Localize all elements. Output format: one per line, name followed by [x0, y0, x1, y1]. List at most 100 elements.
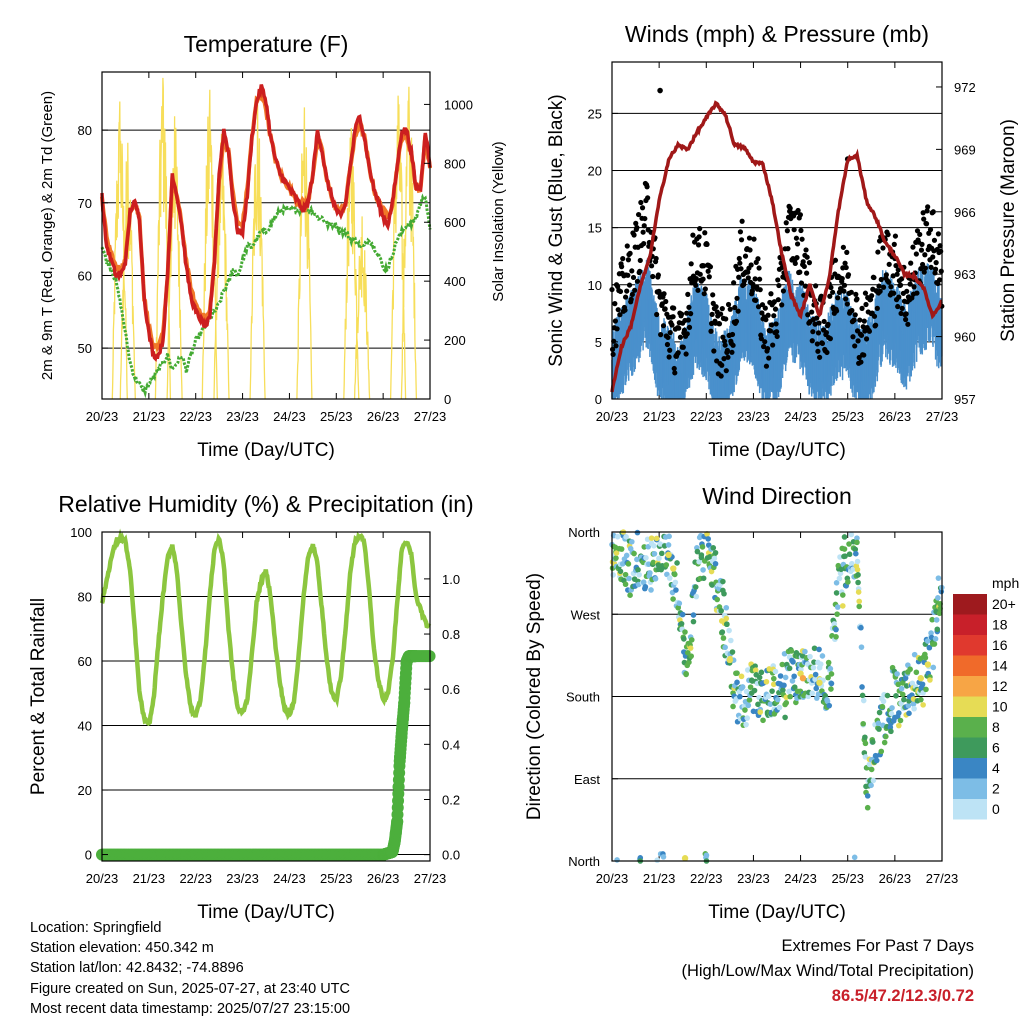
gust-point	[630, 274, 637, 281]
legend-label: 4	[992, 760, 1000, 776]
gust-point	[685, 317, 691, 323]
wdir-point	[786, 688, 792, 695]
wdir-point	[772, 668, 779, 675]
wdir-point	[658, 550, 665, 557]
wdir-point	[836, 575, 843, 582]
gust-point	[851, 317, 857, 323]
gust-point	[736, 255, 742, 262]
wind-ylabel: Sonic Wind & Gust (Blue, Black)	[546, 94, 567, 366]
wdir-point	[738, 673, 745, 680]
wdir-point	[935, 595, 941, 601]
temp-xtick-label: 23/23	[226, 409, 259, 424]
gust-point	[899, 276, 905, 282]
gust-point	[805, 312, 811, 318]
wdir-point	[651, 550, 658, 557]
dewpoint-line	[100, 193, 432, 399]
gust-point	[624, 243, 630, 249]
gust-point	[725, 301, 732, 308]
wdir-point	[763, 678, 770, 685]
gust-point	[818, 293, 824, 299]
gust-point	[649, 263, 655, 269]
wdir-point	[685, 649, 691, 656]
gust-point	[936, 277, 943, 283]
wdir-point	[854, 566, 861, 573]
solar-insolation-cycle	[213, 133, 230, 400]
wdir-point	[635, 567, 641, 573]
wdir-point	[670, 596, 676, 602]
gust-point	[933, 260, 939, 266]
gust-point	[772, 306, 779, 312]
gust-point	[917, 231, 923, 238]
wdir-point	[734, 679, 740, 686]
gust-point	[730, 342, 736, 348]
gust-point	[747, 247, 753, 253]
gust-point	[828, 284, 834, 291]
gust-point	[815, 330, 822, 336]
gust-point	[855, 338, 861, 344]
wdir-point	[825, 659, 832, 666]
wdir-point	[855, 589, 862, 595]
temp-9m-line	[100, 89, 432, 353]
gust-point	[824, 349, 830, 356]
wdir-point	[734, 670, 740, 676]
wdir-point	[623, 534, 629, 540]
wdir-point	[683, 671, 689, 678]
wdir-point	[831, 621, 838, 627]
wdir-point	[708, 568, 715, 575]
gust-point	[783, 220, 789, 226]
rh-y2tick-label: 0.2	[442, 793, 460, 808]
legend-swatch	[953, 635, 987, 656]
gust-point	[895, 303, 901, 310]
gust-point	[803, 247, 809, 253]
gust-point	[725, 354, 731, 360]
gust-point	[852, 343, 858, 349]
gust-point	[770, 342, 776, 348]
gust-point	[625, 257, 632, 263]
gust-point	[731, 280, 737, 286]
gust-point	[883, 272, 889, 278]
wdir-point	[833, 580, 840, 586]
wdir-point	[745, 702, 752, 709]
gust-point	[716, 321, 723, 327]
wdir-point	[614, 857, 620, 863]
wdir-point	[842, 553, 848, 559]
temp-2m-line	[100, 84, 432, 363]
gust-point	[751, 236, 757, 242]
wdir-point	[751, 687, 758, 694]
wdir-point	[675, 604, 681, 611]
gust-point	[724, 347, 731, 354]
wdir-point	[782, 674, 789, 681]
wdir-point	[862, 734, 868, 741]
wdir-point	[676, 600, 683, 607]
wdir-point	[625, 561, 632, 567]
gust-point	[800, 259, 806, 265]
gust-point	[693, 276, 699, 282]
gust-point	[774, 329, 780, 335]
gust-point	[849, 307, 855, 314]
gust-point	[738, 266, 744, 272]
wdir-point	[834, 611, 840, 617]
wdir-point	[782, 714, 788, 721]
wdir-xtick-label: 20/23	[596, 871, 629, 886]
gust-point	[637, 257, 643, 264]
wdir-point	[825, 674, 831, 681]
temp-y2tick-label: 200	[444, 333, 466, 348]
wdir-point	[645, 543, 652, 550]
wdir-point	[674, 560, 680, 566]
wdir-point	[617, 568, 624, 575]
gust-point	[683, 351, 689, 357]
gust-point	[759, 302, 766, 308]
gust-point	[620, 256, 626, 262]
temp-xtick-label: 22/23	[179, 409, 212, 424]
gust-point	[625, 272, 631, 278]
wdir-point	[936, 610, 943, 617]
precip-series	[96, 650, 436, 861]
gust-point	[720, 334, 726, 340]
wdir-point	[858, 624, 864, 631]
wind-ytick-label: 10	[588, 278, 602, 293]
wdir-point	[670, 565, 677, 572]
wdir-point	[856, 598, 863, 605]
wdir-point	[898, 685, 905, 692]
wdir-point	[926, 644, 933, 651]
